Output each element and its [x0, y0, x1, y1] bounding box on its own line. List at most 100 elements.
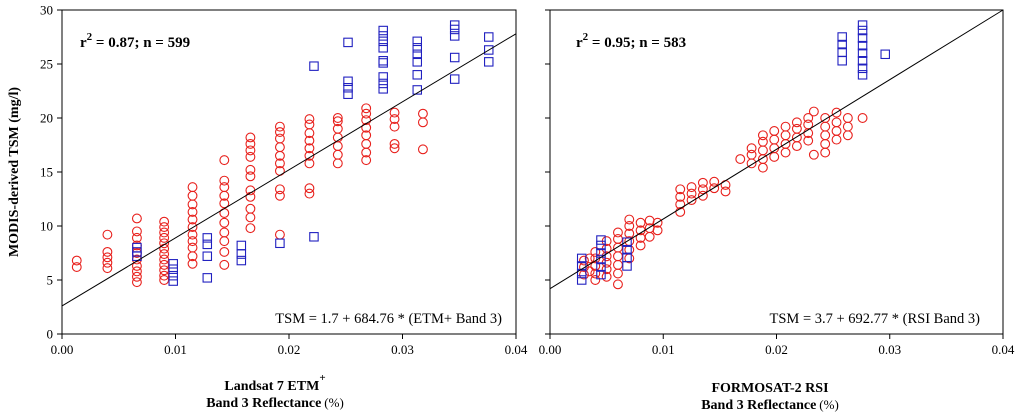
right-square-point: [596, 235, 606, 245]
left-circle-point: [219, 155, 230, 166]
right-circle-point: [584, 266, 595, 277]
right-circle-point: [612, 227, 623, 238]
left-circle-point: [159, 227, 170, 238]
left-circle-point: [219, 175, 230, 186]
right-circle-point: [686, 188, 697, 199]
left-square-point: [202, 233, 213, 243]
right-circle-point: [820, 138, 831, 149]
right-circle-point: [590, 275, 601, 285]
left-circle-point: [304, 150, 315, 161]
left-square-point: [449, 74, 460, 84]
left-circle-point: [274, 190, 285, 201]
left-circle-point: [102, 252, 113, 263]
left-square-point: [412, 70, 423, 80]
left-circle-point: [102, 257, 113, 268]
right-circle-point: [820, 147, 831, 158]
right-square-point: [837, 32, 847, 42]
left-circle-point: [304, 188, 315, 199]
right-circle-point: [720, 180, 731, 190]
left-circle-point: [131, 232, 142, 243]
right-circle-point: [757, 130, 768, 141]
left-square-point: [449, 20, 460, 30]
left-square-point: [236, 255, 247, 266]
left-square-point: [378, 58, 388, 68]
left-y-tick-label: 30: [40, 3, 53, 18]
right-circle-point: [842, 121, 853, 132]
left-circle-point: [159, 216, 170, 227]
left-circle-point: [159, 232, 170, 243]
left-square-point: [168, 264, 178, 274]
left-y-tick-label: 0: [47, 327, 54, 342]
left-square-point: [378, 31, 388, 41]
right-circle-point: [842, 130, 853, 141]
left-circle-point: [245, 145, 256, 156]
right-regression-line: [549, 9, 1004, 290]
y-axis-label: MODIS-derived TSM (mg/l): [7, 87, 22, 257]
left-x-axis-label-line2: Band 3 Reflectance (%): [206, 395, 344, 411]
left-square-point: [132, 242, 142, 253]
left-x-tick-label: 0.00: [51, 342, 74, 357]
left-square-point: [236, 240, 247, 251]
left-plot-frame: [61, 9, 517, 335]
right-circle-point: [780, 121, 791, 132]
left-square-point: [378, 84, 388, 94]
right-square-point: [596, 240, 606, 251]
left-square-point: [378, 72, 388, 82]
right-circle-point: [820, 121, 831, 132]
right-circle-point: [635, 240, 646, 251]
left-circle-point: [131, 266, 142, 277]
left-circle-point: [361, 155, 372, 166]
right-square-point: [837, 39, 847, 50]
right-circle-point: [612, 279, 623, 290]
right-circle-point: [808, 149, 819, 160]
right-circle-point: [624, 221, 635, 231]
left-circle-point: [361, 138, 372, 149]
right-regression-equation: TSM = 3.7 + 692.77 * (RSI Band 3): [770, 311, 981, 327]
left-square-point: [309, 232, 319, 242]
left-scatter-panel: 0 5 10 15 20 25 30 0.00 0.01 0.02 0.03 0.04 r2 = 0…: [40, 3, 528, 412]
right-square-point: [857, 48, 868, 58]
left-circle-point: [332, 116, 343, 127]
left-square-point: [484, 45, 494, 55]
right-circle-point: [746, 149, 757, 160]
left-square-point: [378, 25, 388, 36]
left-circle-point: [389, 138, 400, 149]
left-circle-point: [274, 127, 285, 137]
left-circle-point: [219, 236, 230, 247]
right-x-axis-label-line2: Band 3 Reflectance (%): [701, 397, 839, 413]
right-circle-point: [803, 113, 814, 123]
right-stats-label: r2 = 0.95; n = 583: [576, 31, 686, 51]
left-circle-point: [219, 198, 230, 209]
right-circle-point: [686, 195, 697, 206]
left-square-point: [343, 76, 353, 87]
right-circle-point: [757, 136, 768, 147]
left-circle-point: [245, 171, 256, 182]
left-circle-point: [245, 223, 256, 234]
left-circle-point: [332, 113, 343, 123]
right-circle-point: [831, 107, 842, 118]
left-square-point: [275, 238, 285, 249]
left-regression-equation: TSM = 1.7 + 684.76 * (ETM+ Band 3): [275, 311, 502, 327]
left-x-tick-label: 0.01: [164, 342, 187, 357]
left-circle-point: [245, 212, 256, 223]
right-square-point: [837, 47, 847, 57]
left-circle-point: [131, 213, 142, 224]
right-square-point: [622, 245, 632, 255]
right-circle-point: [612, 268, 623, 279]
left-square-point: [168, 276, 178, 286]
left-x-tick-label: 0.02: [278, 342, 301, 357]
left-circle-point: [332, 149, 343, 160]
left-circle-point: [361, 103, 372, 114]
right-y-ticks: [545, 9, 550, 335]
left-circle-point: [187, 242, 198, 253]
left-square-point: [202, 273, 213, 283]
left-circle-point: [219, 259, 230, 270]
right-circle-point: [820, 130, 831, 141]
left-circle-point: [219, 227, 230, 238]
left-circle-point: [361, 130, 372, 141]
right-square-point: [857, 70, 868, 80]
right-circle-point: [757, 145, 768, 156]
left-circle-point: [361, 108, 372, 119]
right-square-point: [857, 25, 868, 36]
